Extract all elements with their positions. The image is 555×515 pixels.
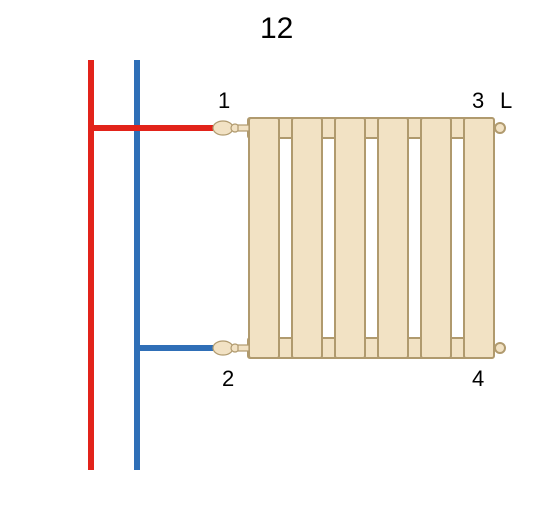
radiator-top-header	[248, 118, 493, 138]
radiator-bottom-header	[248, 338, 493, 358]
diagram-canvas: 12 1 3 L 2 4	[0, 0, 555, 515]
radiator-section	[335, 118, 365, 358]
valve-body	[213, 341, 233, 355]
radiator-section	[249, 118, 279, 358]
radiator-section	[464, 118, 494, 358]
valve-nipple	[238, 345, 249, 351]
radiator-section	[421, 118, 451, 358]
radiator-plug-top	[495, 123, 505, 133]
radiator-plug-bottom	[495, 343, 505, 353]
radiator-svg	[0, 0, 555, 515]
radiator-section	[292, 118, 322, 358]
valve-nipple	[238, 125, 249, 131]
valve-body	[213, 121, 233, 135]
radiator-section	[378, 118, 408, 358]
